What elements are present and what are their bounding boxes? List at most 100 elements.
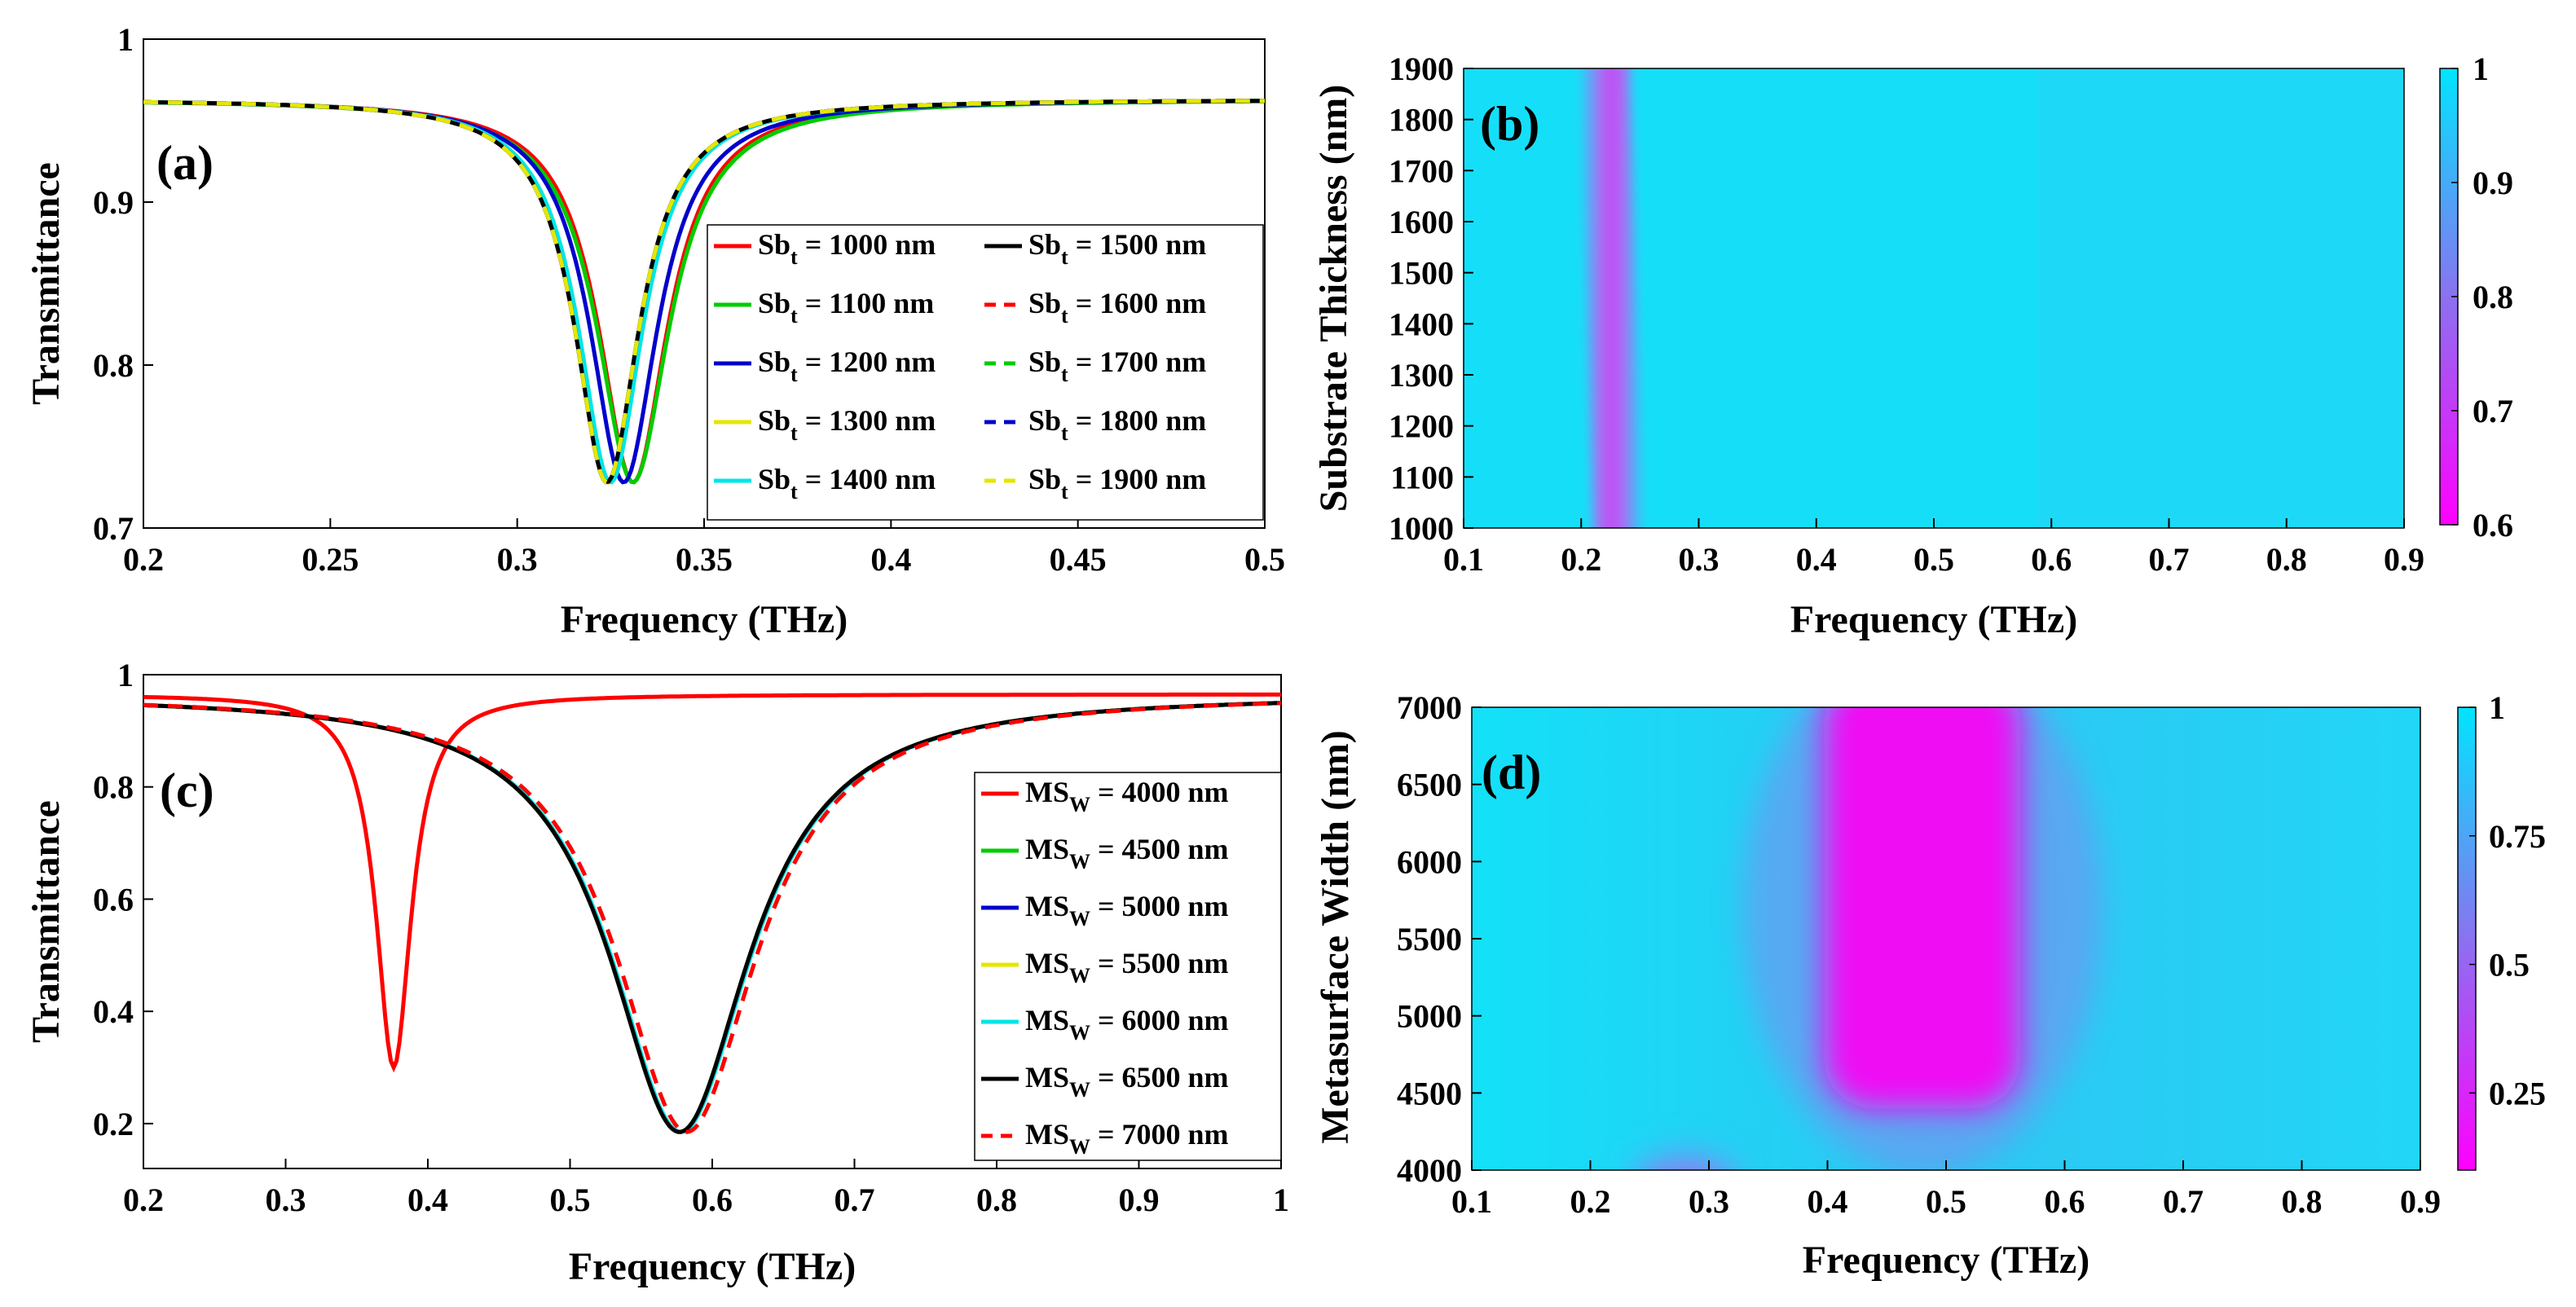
ticks-d: 0.1 0.2 0.3 0.4 0.5 0.6 0.7 0.8 0.9 4000 4500 5000 5… xyxy=(1397,689,2441,1220)
d-xtick-label: 0.5 xyxy=(1926,1183,1966,1220)
legend-a: Sbt = 1000 nm Sbt = 1100 nm Sbt = 1200 nm S… xyxy=(707,224,1264,521)
d-xtick-label: 0.4 xyxy=(1808,1183,1848,1220)
panel-label-d: (d) xyxy=(1482,746,1541,799)
heatmap-d-resonance-main xyxy=(1824,707,2020,1109)
colorbar-ticks-d: 0.25 0.5 0.75 1 xyxy=(2469,689,2546,1111)
a-xtick-label: 0.45 xyxy=(1050,541,1107,578)
d-xtick-label: 0.6 xyxy=(2045,1183,2085,1220)
d-colorbar-tick-label: 0.5 xyxy=(2489,947,2530,984)
curves-c xyxy=(143,692,1281,1134)
b-ytick-label: 1300 xyxy=(1389,357,1454,394)
panel-label-a: (a) xyxy=(156,136,214,190)
b-colorbar-tick-label: 0.7 xyxy=(2473,393,2513,429)
b-xtick-label: 0.3 xyxy=(1679,541,1720,578)
c-ytick-label: 0.6 xyxy=(93,881,134,918)
heatmap-d-resonance-small xyxy=(1627,1115,1742,1170)
c-xtick-label: 0.2 xyxy=(123,1182,164,1218)
a-xtick-label: 0.35 xyxy=(676,541,733,578)
a-xtick-label: 0.25 xyxy=(302,541,359,578)
a-ytick-label: 0.9 xyxy=(93,184,134,221)
c-series-line xyxy=(143,701,1281,1134)
b-xtick-label: 0.2 xyxy=(1561,541,1601,578)
d-ytick-label: 6500 xyxy=(1397,767,1462,803)
d-ytick-label: 5000 xyxy=(1397,998,1462,1035)
x-axis-label-b: Frequency (THz) xyxy=(1790,598,2077,641)
d-ytick-label: 4500 xyxy=(1397,1075,1462,1111)
a-legend-entry: Sbt = 1600 nm xyxy=(1028,287,1206,328)
b-ytick-label: 1600 xyxy=(1389,204,1454,240)
panel-a: 0.2 0.25 0.3 0.35 0.4 0.45 0.5 0.7 0.8 0.9 1 (a) F… xyxy=(24,21,1285,641)
y-axis-label-b: Substrate Thickness (nm) xyxy=(1312,85,1355,513)
a-ytick-label: 1 xyxy=(117,21,134,58)
c-xtick-label: 0.8 xyxy=(976,1182,1017,1218)
x-axis-label-d: Frequency (THz) xyxy=(1803,1239,2089,1282)
b-colorbar-tick-label: 0.8 xyxy=(2473,279,2513,315)
c-ytick-label: 0.8 xyxy=(93,769,134,806)
d-colorbar-tick-label: 0.25 xyxy=(2489,1075,2546,1111)
c-series-line xyxy=(143,692,1281,1073)
d-ytick-label: 4000 xyxy=(1397,1152,1462,1189)
c-legend-entry: MSW = 7000 nm xyxy=(1025,1118,1229,1159)
heatmap-b-resonance-band xyxy=(1579,68,1645,528)
a-legend-entry: Sbt = 1200 nm xyxy=(758,345,936,386)
c-xtick-label: 0.9 xyxy=(1119,1182,1160,1218)
panel-d: 0.1 0.2 0.3 0.4 0.5 0.6 0.7 0.8 0.9 4000 4500 5000 5… xyxy=(1314,689,2546,1282)
a-legend-entry: Sbt = 1400 nm xyxy=(758,463,936,504)
c-legend-entry: MSW = 5000 nm xyxy=(1025,890,1229,931)
b-xtick-label: 0.8 xyxy=(2266,541,2307,578)
c-xtick-label: 0.6 xyxy=(692,1182,733,1218)
a-legend-entry: Sbt = 1500 nm xyxy=(1028,228,1206,269)
heatmap-d xyxy=(1472,707,2420,1170)
x-axis-label-c: Frequency (THz) xyxy=(569,1245,856,1288)
b-xtick-label: 0.9 xyxy=(2384,541,2424,578)
a-xtick-label: 0.4 xyxy=(870,541,911,578)
panel-c: 0.2 0.3 0.4 0.5 0.6 0.7 0.8 0.9 1 0.2 0.4 0.6 0.8 1 (… xyxy=(24,657,1289,1288)
b-xtick-label: 0.6 xyxy=(2031,541,2072,578)
a-legend-box xyxy=(707,224,1264,521)
b-ytick-label: 1200 xyxy=(1389,408,1454,445)
a-legend-entry: Sbt = 1000 nm xyxy=(758,228,936,269)
c-legend-entry: MSW = 6500 nm xyxy=(1025,1061,1229,1102)
y-axis-label-d: Metasurface Width (nm) xyxy=(1314,730,1357,1144)
a-series-line xyxy=(143,99,1265,485)
c-legend-entry: MSW = 4000 nm xyxy=(1025,776,1229,816)
d-xtick-label: 0.7 xyxy=(2163,1183,2204,1220)
colorbar-d xyxy=(2457,706,2477,1171)
c-ytick-label: 0.4 xyxy=(93,993,134,1030)
b-ytick-label: 1500 xyxy=(1389,255,1454,292)
c-legend-entry: MSW = 5500 nm xyxy=(1025,947,1229,988)
b-ytick-label: 1000 xyxy=(1389,510,1454,547)
b-colorbar-tick-label: 0.6 xyxy=(2473,507,2513,543)
a-xtick-label: 0.2 xyxy=(123,541,164,578)
d-ytick-label: 5500 xyxy=(1397,921,1462,957)
a-legend-entry: Sbt = 1100 nm xyxy=(758,287,934,328)
c-legend-entry: MSW = 6000 nm xyxy=(1025,1004,1229,1045)
d-xtick-label: 0.3 xyxy=(1689,1183,1729,1220)
a-legend-entry: Sbt = 1700 nm xyxy=(1028,345,1206,386)
c-legend-entry: MSW = 4500 nm xyxy=(1025,833,1229,874)
b-colorbar-tick-label: 0.9 xyxy=(2473,165,2513,201)
c-xtick-label: 1 xyxy=(1273,1182,1289,1218)
a-ytick-label: 0.7 xyxy=(93,510,134,547)
ticks-a: 0.2 0.25 0.3 0.35 0.4 0.45 0.5 0.7 0.8 0.9 1 xyxy=(93,21,1285,578)
b-ytick-label: 1900 xyxy=(1389,51,1454,87)
curves-a xyxy=(143,99,1265,486)
y-axis-label-a: Transmittance xyxy=(24,162,68,405)
ticks-c: 0.2 0.3 0.4 0.5 0.6 0.7 0.8 0.9 1 0.2 0.4 0.6 0.8 1 xyxy=(93,657,1289,1218)
d-ytick-label: 6000 xyxy=(1397,843,1462,880)
d-xtick-label: 0.2 xyxy=(1570,1183,1611,1220)
d-ytick-label: 7000 xyxy=(1397,689,1462,726)
panel-label-b: (b) xyxy=(1480,97,1539,151)
b-xtick-label: 0.5 xyxy=(1913,541,1954,578)
d-colorbar-tick-label: 1 xyxy=(2489,689,2505,726)
heatmap-b xyxy=(1464,68,2404,528)
a-legend-entry: Sbt = 1800 nm xyxy=(1028,404,1206,445)
legend-c: MSW = 4000 nm MSW = 4500 nm MSW = 5000 nm M… xyxy=(974,772,1282,1161)
a-legend-entry: Sbt = 1900 nm xyxy=(1028,463,1206,504)
panel-b: 0.1 0.2 0.3 0.4 0.5 0.6 0.7 0.8 0.9 1000 1100 1200 1… xyxy=(1312,51,2513,641)
c-xtick-label: 0.7 xyxy=(834,1182,875,1218)
b-colorbar-tick-label: 1 xyxy=(2473,51,2489,87)
b-ytick-label: 1800 xyxy=(1389,102,1454,139)
d-xtick-label: 0.1 xyxy=(1451,1183,1492,1220)
